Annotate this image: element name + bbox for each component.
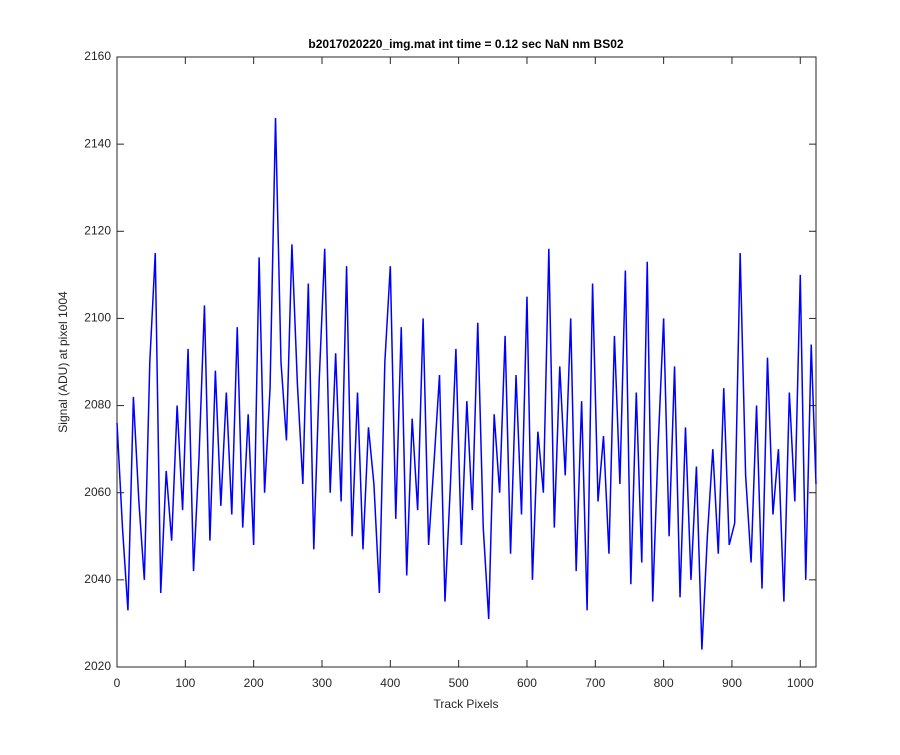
x-tick-label: 400 — [380, 676, 400, 690]
x-tick-label: 900 — [722, 676, 742, 690]
x-tick-label: 0 — [114, 676, 121, 690]
y-tick-label: 2080 — [84, 398, 111, 412]
x-tick-label: 700 — [585, 676, 605, 690]
x-tick-label: 300 — [312, 676, 332, 690]
y-axis-label: Signal (ADU) at pixel 1004 — [56, 291, 70, 433]
y-tick-label: 2160 — [84, 49, 111, 63]
y-tick-label: 2120 — [84, 223, 111, 237]
x-tick-label: 500 — [449, 676, 469, 690]
x-tick-label: 600 — [517, 676, 537, 690]
y-tick-label: 2100 — [84, 311, 111, 325]
y-tick-label: 2040 — [84, 572, 111, 586]
y-tick-label: 2060 — [84, 485, 111, 499]
data-line — [116, 117, 817, 650]
y-tick-label: 2020 — [84, 659, 111, 673]
plot-frame — [116, 56, 817, 668]
chart-title: b2017020220_img.mat int time = 0.12 sec … — [308, 37, 623, 51]
x-tick-label: 200 — [244, 676, 264, 690]
x-axis-label: Track Pixels — [434, 697, 499, 711]
x-tick-label: 100 — [175, 676, 195, 690]
y-tick-label: 2140 — [84, 136, 111, 150]
x-tick-label: 1000 — [787, 676, 814, 690]
x-tick-label: 800 — [654, 676, 674, 690]
